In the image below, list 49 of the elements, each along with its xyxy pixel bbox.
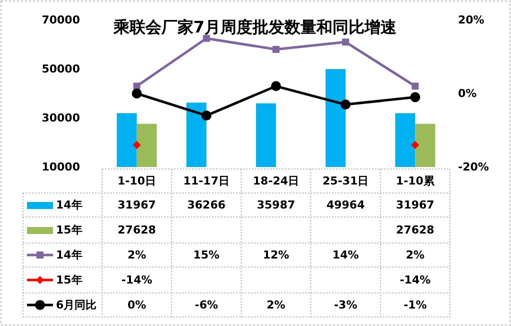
- chart-title: 乘联会厂家7月周度批发数量和同比增速: [112, 18, 398, 36]
- point: [201, 110, 212, 121]
- y-tick-label: 50000: [42, 62, 80, 76]
- data-label: 49964: [326, 198, 366, 212]
- x-tick-label: 18-24日: [252, 174, 300, 188]
- x-tick-label: 1-10日: [118, 174, 156, 188]
- y2-tick-label: -20%: [458, 160, 489, 174]
- data-label: 14%: [332, 248, 359, 262]
- x-tick-label: 25-31日: [322, 174, 369, 188]
- data-label: -1%: [404, 298, 427, 312]
- data-label: 36266: [187, 198, 226, 212]
- data-label: 31967: [118, 198, 156, 212]
- x-tick-label: 11-17日: [183, 174, 230, 188]
- point: [132, 88, 142, 98]
- point: [411, 140, 420, 149]
- data-label: -14%: [121, 274, 152, 286]
- data-label: 2%: [406, 248, 425, 262]
- data-label: -6%: [194, 298, 218, 312]
- point: [133, 82, 140, 90]
- point: [412, 82, 419, 90]
- data-label: 2%: [127, 248, 146, 262]
- point: [340, 100, 351, 110]
- legend-label: 14年: [56, 198, 82, 212]
- x-tick-label: 1-10累: [396, 174, 436, 188]
- y-tick-label: 70000: [42, 14, 80, 26]
- legend-label: 6月同比: [56, 298, 97, 312]
- data-label: 0%: [127, 298, 146, 312]
- point: [132, 140, 141, 149]
- legend-label: 15年: [56, 274, 82, 286]
- legend-label: 14年: [56, 248, 82, 262]
- y-tick-label: 30000: [42, 112, 80, 124]
- y2-tick-label: 0%: [458, 87, 477, 100]
- point: [410, 92, 420, 102]
- data-label: 2%: [266, 298, 286, 312]
- point: [202, 34, 210, 42]
- y2-tick-label: 20%: [458, 14, 484, 26]
- data-label: 12%: [262, 248, 290, 262]
- data-label: 27628: [118, 224, 156, 236]
- point: [272, 46, 280, 53]
- data-label: 27628: [396, 224, 434, 236]
- legend-label: 15年: [56, 224, 82, 236]
- data-label: 35987: [256, 198, 296, 212]
- point: [271, 81, 281, 92]
- data-label: -3%: [334, 298, 358, 312]
- data-label: 31967: [396, 198, 434, 212]
- data-label: -14%: [400, 274, 431, 286]
- y-tick-label: 10000: [42, 160, 80, 174]
- point: [342, 38, 350, 46]
- data-label: 15%: [193, 248, 220, 262]
